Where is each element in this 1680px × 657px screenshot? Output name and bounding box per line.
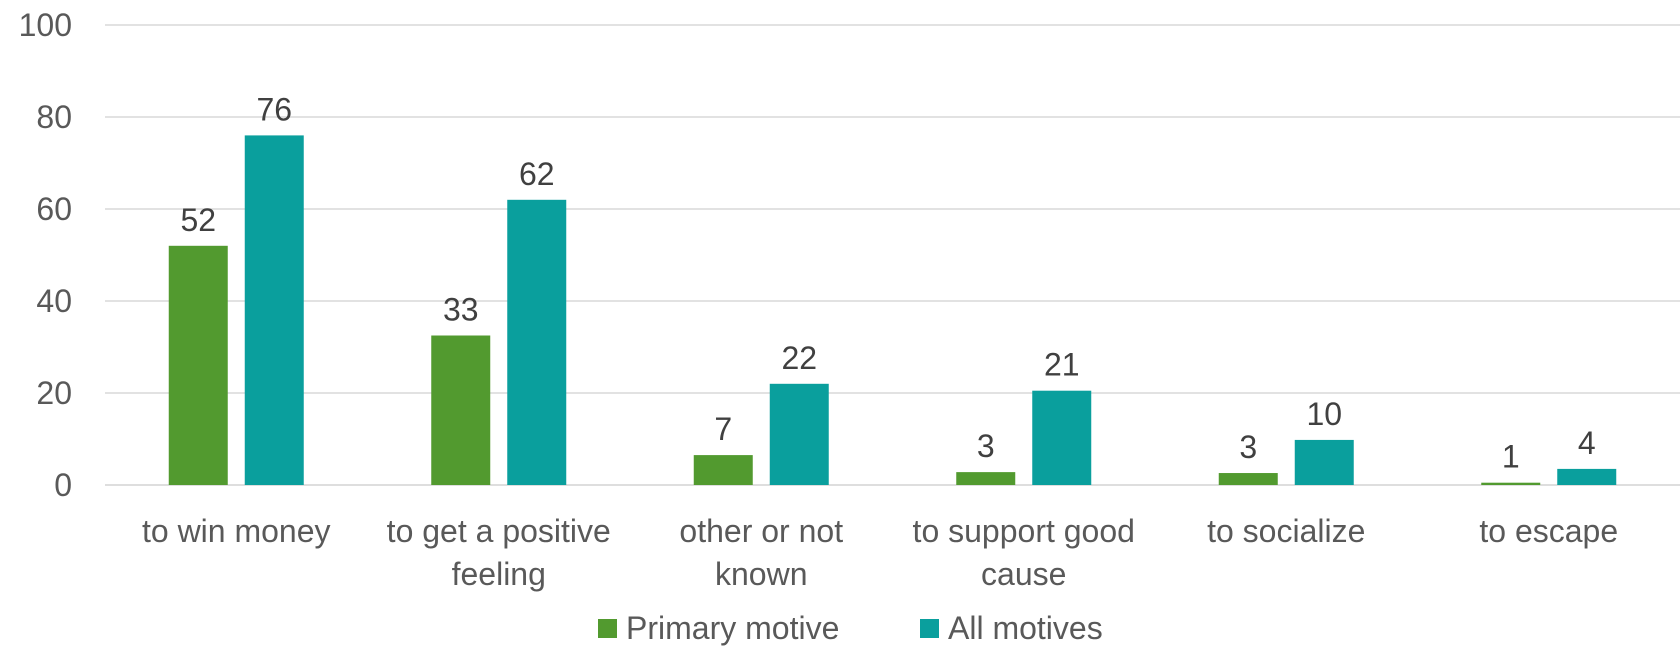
- data-labels: 52 76 33 62 7 22 3 21 3 10 1 4: [180, 91, 1595, 474]
- category-label: to win money: [142, 513, 331, 549]
- category-label: feeling: [452, 556, 546, 592]
- gridlines: [105, 24, 1680, 486]
- bar-all-motives: [507, 199, 567, 486]
- legend-label: Primary motive: [626, 610, 839, 646]
- data-label: 1: [1502, 439, 1520, 475]
- y-tick-label: 60: [36, 191, 72, 227]
- data-label: 3: [977, 428, 995, 464]
- bar-primary-motive: [1481, 482, 1541, 485]
- data-label: 62: [519, 156, 555, 192]
- data-label: 33: [443, 292, 479, 328]
- bars: [168, 135, 1617, 486]
- data-label: 4: [1578, 425, 1596, 461]
- data-label: 3: [1239, 429, 1257, 465]
- data-label: 76: [256, 91, 292, 127]
- bar-all-motives: [1294, 439, 1354, 485]
- y-tick-label: 0: [54, 467, 72, 503]
- legend-item-primary-motive: Primary motive: [598, 610, 839, 646]
- bar-primary-motive: [956, 472, 1016, 485]
- category-label: known: [715, 556, 808, 592]
- y-tick-label: 20: [36, 375, 72, 411]
- bar-all-motives: [769, 383, 829, 485]
- legend: Primary motive All motives: [598, 610, 1103, 646]
- y-tick-label: 100: [19, 7, 72, 43]
- data-label: 21: [1044, 347, 1080, 383]
- bar-primary-motive: [431, 335, 491, 485]
- category-labels: to win money to get a positive feeling othe…: [142, 513, 1618, 592]
- category-label: cause: [981, 556, 1066, 592]
- legend-swatch: [920, 619, 939, 638]
- bar-all-motives: [244, 135, 304, 485]
- bar-primary-motive: [168, 245, 228, 485]
- bar-all-motives: [1032, 390, 1092, 485]
- y-tick-label: 80: [36, 99, 72, 135]
- data-label: 52: [180, 202, 216, 238]
- category-label: to get a positive: [387, 513, 611, 549]
- category-label: to support good: [913, 513, 1135, 549]
- category-label: to socialize: [1207, 513, 1365, 549]
- data-label: 22: [781, 340, 817, 376]
- y-axis-tick-labels: 0 20 40 60 80 100: [19, 7, 72, 503]
- legend-label: All motives: [948, 610, 1103, 646]
- data-label: 10: [1306, 396, 1342, 432]
- y-tick-label: 40: [36, 283, 72, 319]
- legend-item-all-motives: All motives: [920, 610, 1103, 646]
- category-label: other or not: [679, 513, 843, 549]
- bar-primary-motive: [693, 455, 753, 485]
- bar-all-motives: [1557, 468, 1617, 485]
- bar-primary-motive: [1218, 473, 1278, 485]
- category-label: to escape: [1479, 513, 1618, 549]
- legend-swatch: [598, 619, 617, 638]
- data-label: 7: [714, 411, 732, 447]
